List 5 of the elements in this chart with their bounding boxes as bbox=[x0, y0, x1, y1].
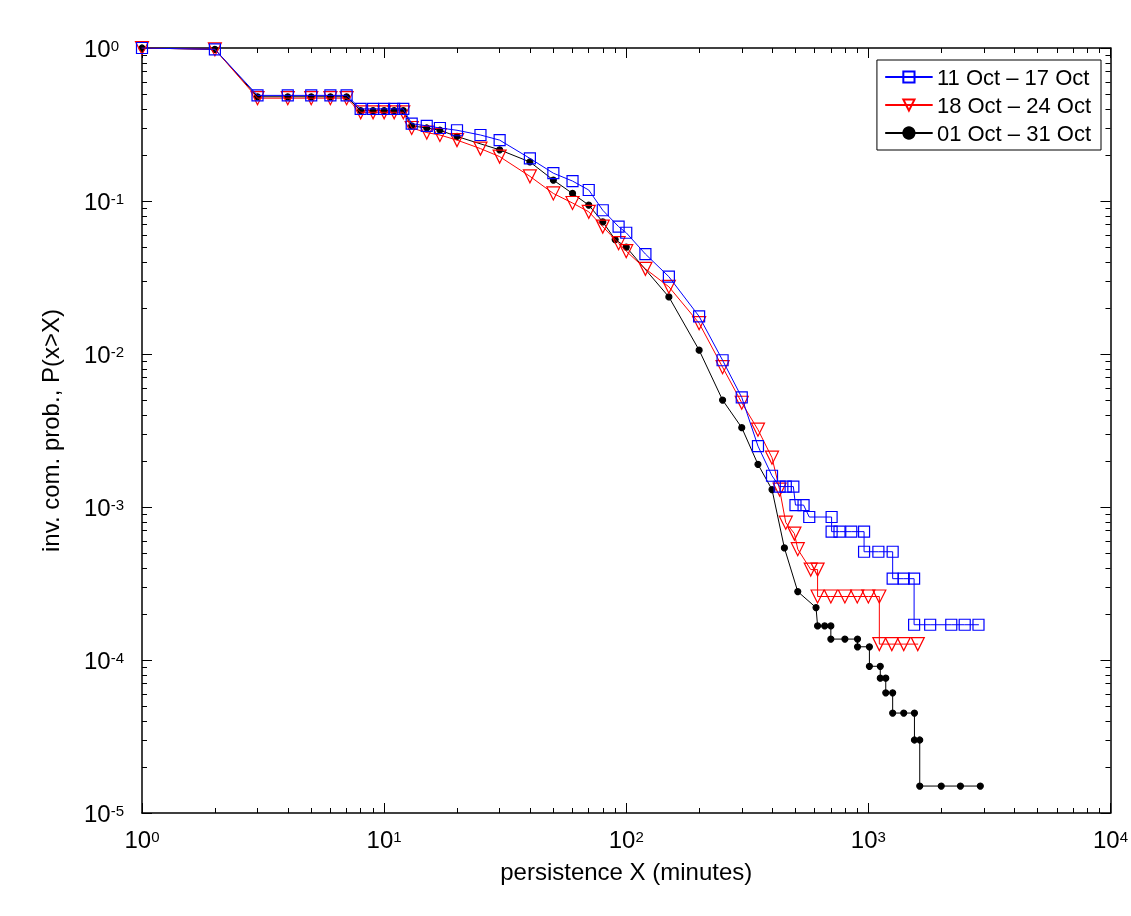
legend-label: 18 Oct – 24 Oct bbox=[936, 92, 1091, 118]
legend-label: 11 Oct – 17 Oct bbox=[936, 64, 1090, 90]
y-axis-title: inv. com. prob., P(x>X) bbox=[36, 309, 64, 552]
x-axis-title: persistence X (minutes) bbox=[500, 857, 753, 885]
legend-label: 01 Oct – 31 Oct bbox=[936, 120, 1091, 146]
